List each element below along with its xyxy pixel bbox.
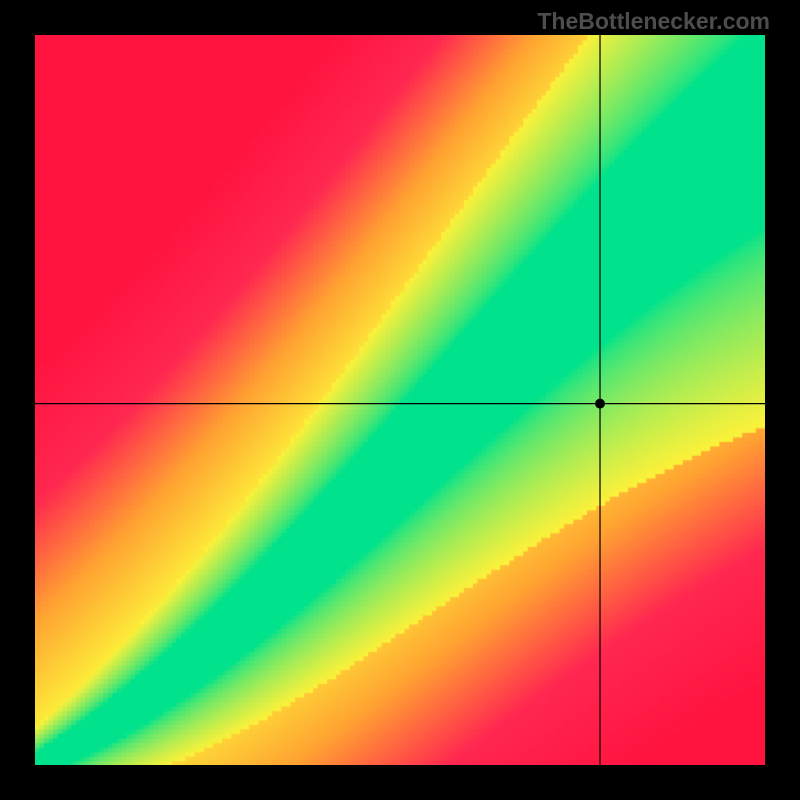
watermark-text: TheBottlenecker.com xyxy=(537,8,770,35)
bottleneck-heatmap xyxy=(35,35,765,765)
chart-container: TheBottlenecker.com xyxy=(0,0,800,800)
